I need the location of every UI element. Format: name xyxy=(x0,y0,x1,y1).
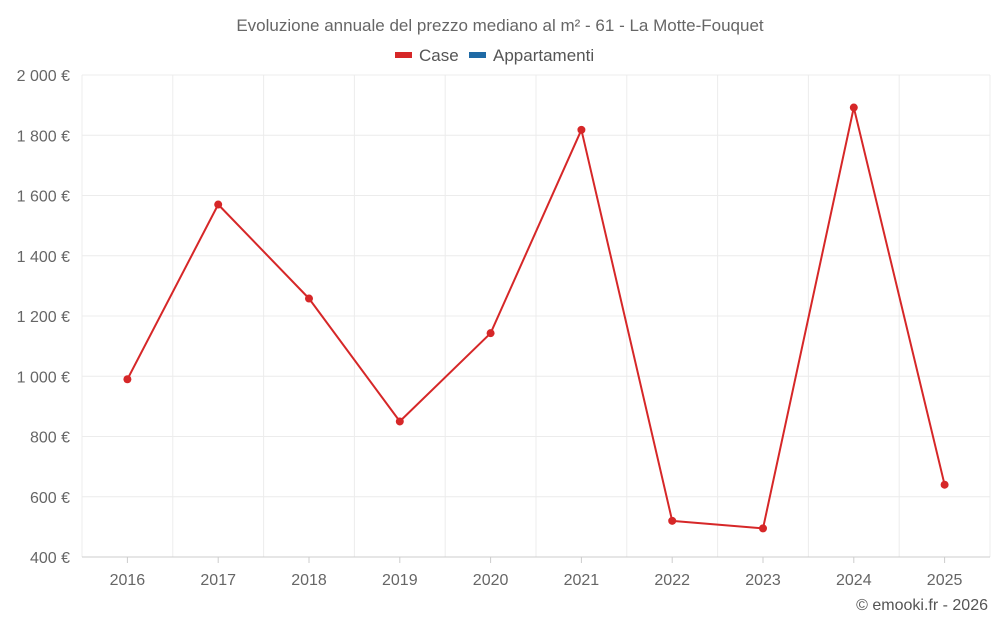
x-tick-label: 2025 xyxy=(927,572,963,589)
legend: Case Appartamenti xyxy=(395,46,594,65)
x-tick-label: 2023 xyxy=(745,572,781,589)
data-point[interactable] xyxy=(214,200,223,209)
x-tick-label: 2019 xyxy=(382,572,418,589)
chart-title: Evoluzione annuale del prezzo mediano al… xyxy=(236,16,764,35)
legend-item-case[interactable]: Case xyxy=(395,46,459,65)
data-point[interactable] xyxy=(486,329,495,338)
y-tick-label: 600 € xyxy=(30,490,70,507)
data-point[interactable] xyxy=(577,125,586,134)
x-tick-label: 2017 xyxy=(200,572,236,589)
data-point[interactable] xyxy=(940,480,949,489)
x-tick-label: 2024 xyxy=(836,572,872,589)
y-tick-label: 1 400 € xyxy=(17,249,70,266)
x-tick-label: 2021 xyxy=(564,572,600,589)
gridlines xyxy=(81,74,991,557)
y-tick-label: 2 000 € xyxy=(17,68,70,85)
y-tick-label: 800 € xyxy=(30,430,70,447)
data-point[interactable] xyxy=(668,516,677,525)
credit-text: © emooki.fr - 2026 xyxy=(856,597,988,614)
y-tick-label: 1 800 € xyxy=(17,128,70,145)
legend-label-appartamenti: Appartamenti xyxy=(493,46,594,65)
data-point[interactable] xyxy=(395,417,404,426)
data-point[interactable] xyxy=(123,375,132,384)
y-tick-label: 400 € xyxy=(30,550,70,567)
data-point[interactable] xyxy=(759,524,767,533)
series-case xyxy=(123,103,949,533)
legend-swatch-case xyxy=(395,52,412,58)
legend-item-appartamenti[interactable]: Appartamenti xyxy=(469,46,594,65)
legend-label-case: Case xyxy=(419,46,459,65)
data-point[interactable] xyxy=(849,103,858,112)
legend-swatch-appartamenti xyxy=(469,52,486,58)
x-tick-label: 2018 xyxy=(291,572,327,589)
y-tick-label: 1 200 € xyxy=(17,309,70,326)
axes: 400 € 600 € 800 € 1 000 € 1 200 € 1 400 € 1 60… xyxy=(17,68,990,589)
x-tick-label: 2022 xyxy=(654,572,690,589)
y-tick-label: 1 000 € xyxy=(17,369,70,386)
x-tick-label: 2016 xyxy=(110,572,146,589)
data-point[interactable] xyxy=(305,294,313,303)
y-tick-label: 1 600 € xyxy=(17,189,70,206)
x-tick-label: 2020 xyxy=(473,572,509,589)
series-line xyxy=(126,106,946,530)
